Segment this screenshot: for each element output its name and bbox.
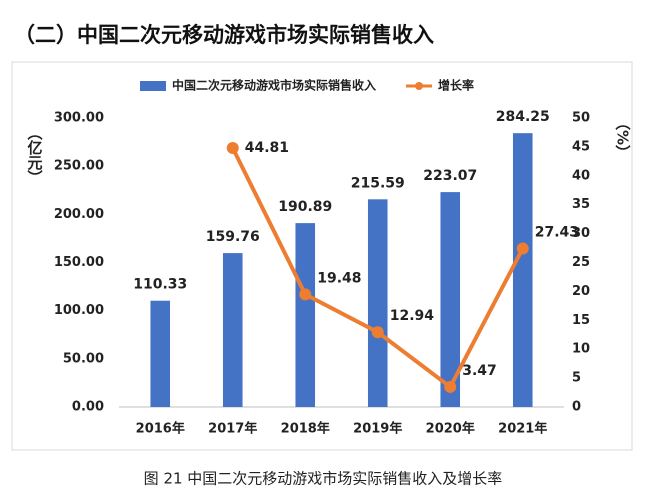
line-value-label: 19.48 — [317, 270, 361, 286]
bar-value-label: 284.25 — [496, 109, 550, 125]
y2-tick-label: 20 — [572, 284, 590, 299]
bar — [222, 253, 243, 407]
y-tick-label: 300.00 — [54, 111, 104, 126]
bar — [367, 199, 388, 407]
bar-value-label: 110.33 — [133, 277, 187, 293]
bar — [512, 133, 533, 408]
bar — [150, 300, 171, 407]
legend-label: 中国二次元移动游戏市场实际销售收入 — [172, 78, 376, 93]
y2-tick-label: 45 — [572, 139, 590, 154]
y2-tick-label: 0 — [572, 400, 581, 415]
y-tick-label: 0.00 — [72, 400, 104, 415]
x-tick-label: 2019年 — [353, 421, 402, 437]
line-value-label: 44.81 — [245, 140, 289, 156]
line-value-label: 3.47 — [462, 363, 497, 379]
bar — [295, 223, 316, 407]
y-tick-label: 100.00 — [54, 303, 104, 318]
x-tick-label: 2018年 — [281, 421, 330, 437]
line-point — [444, 380, 457, 393]
y2-tick-label: 40 — [572, 168, 590, 183]
line-point — [299, 288, 312, 301]
y-tick-label: 50.00 — [63, 351, 104, 366]
y2-tick-label: 30 — [572, 226, 590, 241]
y2-tick-label: 5 — [572, 371, 581, 386]
y2-tick-label: 10 — [572, 342, 590, 357]
legend-swatch — [140, 81, 166, 91]
bar-value-label: 159.76 — [206, 229, 260, 245]
y-tick-label: 250.00 — [54, 159, 104, 174]
line-point — [371, 326, 384, 339]
legend-label: 增长率 — [438, 78, 474, 93]
line-value-label: 27.43 — [535, 224, 579, 240]
y2-tick-label: 25 — [572, 255, 590, 270]
y-axis-label: （亿元） — [26, 125, 44, 185]
y-tick-label: 200.00 — [54, 207, 104, 222]
y2-tick-label: 15 — [572, 313, 590, 328]
bar — [440, 192, 461, 407]
bar-value-label: 215.59 — [351, 175, 405, 191]
x-tick-label: 2020年 — [426, 421, 475, 437]
y2-axis-label: （%） — [614, 115, 632, 160]
bar-value-label: 223.07 — [423, 168, 477, 184]
line-point — [516, 242, 529, 255]
x-tick-label: 2021年 — [498, 421, 547, 437]
line-value-label: 12.94 — [390, 308, 435, 324]
page-title: （二）中国二次元移动游戏市场实际销售收入 — [14, 23, 434, 47]
line-point — [226, 141, 239, 154]
x-tick-label: 2016年 — [136, 421, 185, 437]
chart-frame — [11, 61, 633, 451]
x-tick-label: 2017年 — [208, 421, 257, 437]
bar-value-label: 190.89 — [278, 199, 332, 215]
y2-tick-label: 35 — [572, 197, 590, 212]
y2-tick-label: 50 — [572, 111, 590, 126]
y-tick-label: 150.00 — [54, 255, 104, 270]
legend-swatch — [415, 82, 424, 90]
caption: 图 21 中国二次元移动游戏市场实际销售收入及增长率 — [144, 470, 503, 488]
